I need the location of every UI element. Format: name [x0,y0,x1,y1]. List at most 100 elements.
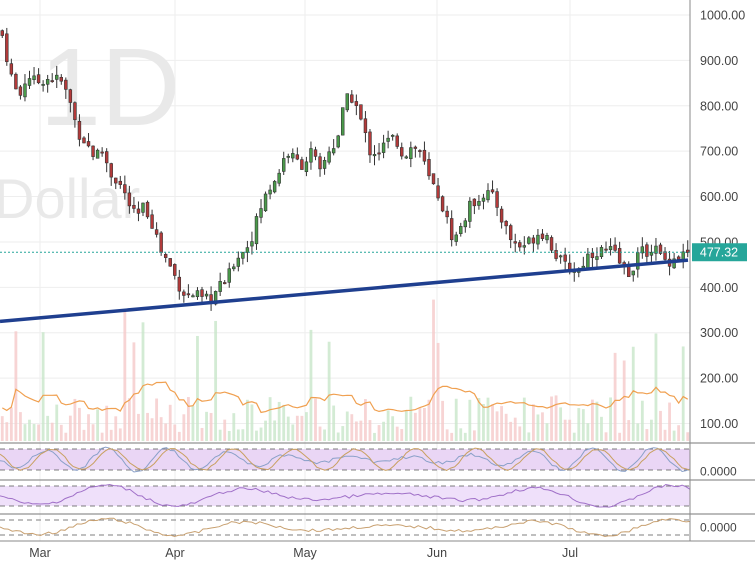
volume-bar [309,329,313,441]
volume-bar [364,399,367,441]
volume-bar [41,332,45,441]
volume-bar [482,403,485,441]
candle-body [191,295,195,298]
volume-bar [255,430,258,441]
volume-bar [454,398,458,441]
volume-bar [259,427,263,441]
volume-bar [604,432,608,441]
volume-bar [423,407,426,441]
time-axis: Mar Apr May Jun Jul [0,540,755,560]
candle-body [313,149,318,157]
volume-bar [218,429,222,441]
candle-body [263,193,268,212]
candle-body [350,94,354,103]
candle-body [676,256,681,260]
candle-body [595,256,599,260]
candle-body [645,244,649,257]
candle-body [418,150,422,152]
volume-bar [468,399,472,441]
volume-bar [318,426,322,441]
candle-body [440,196,445,212]
volume-bar [382,421,385,441]
candle-body [77,121,82,140]
candle-body [304,161,309,173]
volume-bar [0,416,4,441]
volume-bar [68,415,72,441]
volume-bar [332,405,336,441]
volume-bar [509,421,513,441]
volume-bar [341,426,345,441]
candle-body [518,242,522,248]
candle-body [563,254,567,262]
volume-bar [132,342,136,441]
candle-body [55,74,59,80]
volume-bar [663,429,667,441]
x-tick-label: Apr [165,546,184,560]
candle-body [613,244,617,251]
volume-bar [373,432,376,441]
last-price-box [692,243,747,262]
volume-bar [250,404,254,441]
candle-body [18,86,23,96]
volume-bar [37,424,40,441]
x-tick-label: Jun [427,546,447,560]
candle-body [245,247,250,253]
volume-bar [559,407,563,441]
candle-body [0,30,4,36]
volume-bar [109,429,113,441]
candle-body [100,151,104,154]
volume-bar [590,399,594,441]
candle-body [508,225,513,241]
candle-body [345,93,349,111]
volume-bar [677,425,681,441]
candle-body [141,202,145,213]
indicator-line [0,446,691,473]
candle-body [236,257,241,267]
volume-bar [336,432,340,441]
candle-body [431,173,436,185]
candle-body [504,220,508,227]
indicator-tick-label: 0.0000 [700,465,737,479]
candle-body [549,237,554,251]
volume-bar [268,397,272,441]
volume-bar [391,416,395,441]
volume-bar [668,402,671,441]
volume-bar [522,397,526,441]
candle-body [145,201,150,218]
volume-bar [196,335,199,441]
volume-bar [486,397,490,441]
volume-bar [236,429,240,441]
volume-bar [536,414,540,441]
candle-body [132,204,136,209]
candle-body [586,253,590,269]
volume-bar [23,424,27,441]
candle-body [608,246,613,251]
candle-body [381,142,386,153]
volume-bar [672,430,676,441]
candle-body [41,83,45,86]
candle-body [82,137,86,144]
volume-bar [450,432,454,441]
candle-body [604,248,608,251]
volume-bar [146,412,149,441]
candle-body [104,151,109,164]
candle-body [481,197,486,202]
volume-bar [359,420,363,441]
volume-bar [323,429,326,441]
y-tick-label: 900.00 [700,54,738,68]
candle-body [14,73,18,90]
candle-body [163,254,168,258]
volume-bar [191,405,195,441]
volume-bar [531,404,535,441]
candle-body [300,159,304,170]
volume-bar [350,414,354,441]
candle-body [663,251,667,260]
candle-body [186,293,191,296]
candle-body [409,147,413,160]
volume-bar [127,398,131,441]
y-tick-label: 300.00 [700,326,738,340]
candle-body [490,189,495,193]
candle-body [127,192,132,207]
volume-bar [100,432,104,441]
candle-body [390,134,395,137]
